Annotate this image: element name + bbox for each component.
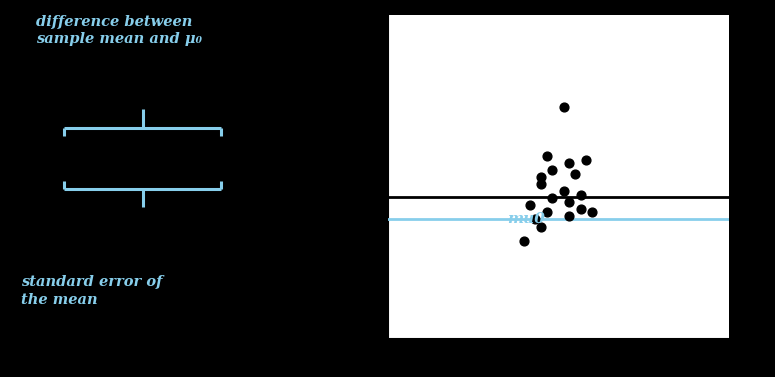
Point bbox=[535, 174, 547, 180]
Point bbox=[563, 160, 576, 166]
Point bbox=[563, 213, 576, 219]
Point bbox=[540, 153, 553, 159]
Point bbox=[535, 224, 547, 230]
Point bbox=[574, 206, 587, 212]
Point bbox=[569, 171, 581, 177]
Point bbox=[580, 156, 593, 162]
Point bbox=[546, 167, 559, 173]
Text: difference between
sample mean and μ₀: difference between sample mean and μ₀ bbox=[36, 15, 202, 46]
Point bbox=[540, 209, 553, 215]
Point bbox=[523, 202, 536, 208]
Point bbox=[518, 238, 530, 244]
Point bbox=[563, 199, 576, 205]
Y-axis label: weight: weight bbox=[339, 152, 355, 203]
Point bbox=[557, 188, 570, 194]
Text: $\bar{x}$: $\bar{x}$ bbox=[735, 188, 749, 206]
X-axis label: sample: sample bbox=[530, 345, 586, 360]
Point bbox=[529, 216, 542, 222]
Text: mu0: mu0 bbox=[507, 213, 545, 227]
Point bbox=[535, 181, 547, 187]
Point bbox=[546, 195, 559, 201]
Text: standard error of
the mean: standard error of the mean bbox=[22, 275, 163, 307]
Point bbox=[586, 209, 598, 215]
Point bbox=[557, 104, 570, 110]
Point bbox=[574, 192, 587, 198]
